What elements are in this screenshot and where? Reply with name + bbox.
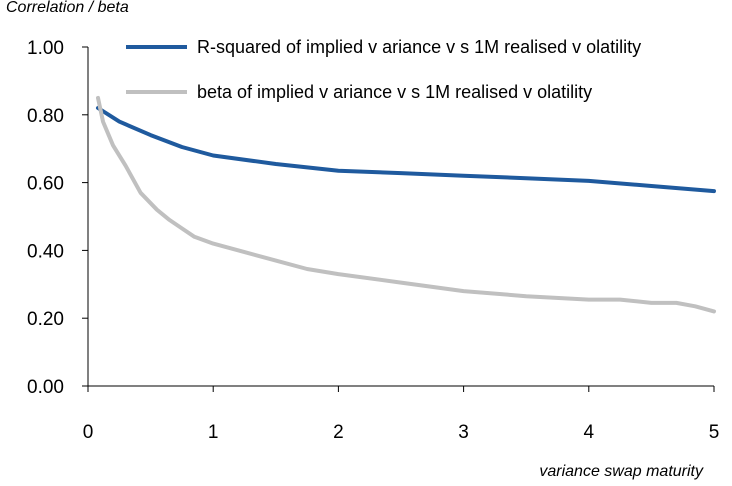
y-tick-label: 0.40	[27, 241, 64, 262]
series-line-1	[96, 106, 716, 194]
series-layer	[96, 95, 716, 314]
legend-label-2: beta of implied v ariance v s 1M realise…	[197, 82, 592, 102]
y-tick-label: 0.20	[27, 309, 64, 330]
y-axis-title: Correlation / beta	[6, 0, 129, 16]
y-tick-label: 0.60	[27, 174, 64, 195]
y-tick-label: 0.00	[27, 377, 64, 398]
series-line-2	[96, 95, 716, 314]
x-tick-label: 4	[584, 422, 595, 443]
legend: R-squared of implied v ariance v s 1M re…	[126, 37, 641, 102]
x-tick-label: 0	[83, 422, 94, 443]
x-tick-label: 5	[709, 422, 720, 443]
x-axis-title: variance swap maturity	[539, 463, 704, 480]
y-tick-label: 1.00	[27, 38, 64, 59]
legend-label-1: R-squared of implied v ariance v s 1M re…	[197, 37, 641, 57]
x-tick-label: 3	[458, 422, 469, 443]
axes: 0.00 0.20 0.40 0.60 0.80 1.00 0 1 2 3 4 5	[27, 38, 719, 443]
x-tick-label: 1	[208, 422, 219, 443]
y-tick-label: 0.80	[27, 106, 64, 127]
x-tick-label: 2	[333, 422, 344, 443]
